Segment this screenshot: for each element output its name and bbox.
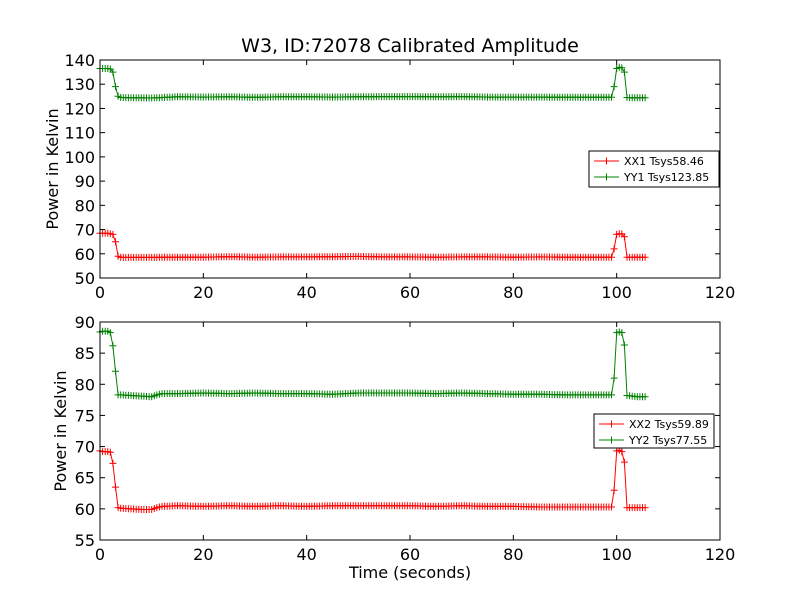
data-point <box>112 483 119 491</box>
y-tick-label: 80 <box>75 196 95 215</box>
y-axis-label: Power in Kelvin <box>43 108 62 229</box>
legend-entry: YY1 Tsys123.85 <box>623 171 709 184</box>
series-1-2 <box>96 63 649 102</box>
y-tick-label: 75 <box>75 406 95 425</box>
x-tick-label: 40 <box>296 545 316 564</box>
x-tick-label: 80 <box>503 545 523 564</box>
y-tick-label: 65 <box>75 469 95 488</box>
data-point <box>641 253 649 261</box>
x-axis-label: Time (seconds) <box>348 563 471 582</box>
series-2-2 <box>96 327 649 401</box>
y-axis-label: Power in Kelvin <box>51 370 70 491</box>
y-tick-label: 80 <box>75 375 95 394</box>
x-tick-label: 100 <box>601 545 632 564</box>
series-line <box>100 66 646 99</box>
chart-title: W3, ID:72078 Calibrated Amplitude <box>241 35 579 57</box>
top-panel: 0 20 40 60 80 100 120 50 60 70 80 90 100 110 120 130 140… <box>43 51 735 302</box>
x-tick-label: 40 <box>296 283 316 302</box>
y-tick-label: 90 <box>75 313 95 332</box>
x-tick-label: 60 <box>400 545 420 564</box>
data-point <box>618 448 626 456</box>
y-tick-label: 70 <box>75 438 95 457</box>
y-tick-label: 90 <box>75 172 95 191</box>
legend-marker <box>603 157 610 165</box>
data-point <box>641 393 649 401</box>
y-tick-label: 120 <box>64 99 95 118</box>
x-tick-label: 20 <box>193 283 213 302</box>
x-tick-label: 0 <box>95 283 105 302</box>
legend-entry: XX2 Tsys59.89 <box>629 418 709 431</box>
data-point <box>608 391 615 399</box>
data-point <box>618 64 626 72</box>
data-point <box>112 238 119 246</box>
data-point <box>610 374 618 382</box>
legend-marker <box>603 173 610 181</box>
data-point <box>620 458 628 466</box>
legend-entry: YY2 Tsys77.55 <box>628 434 707 447</box>
legend-box <box>593 413 715 449</box>
y-tick-label: 55 <box>75 531 95 550</box>
y-tick-label: 50 <box>75 269 95 288</box>
x-tick-label: 100 <box>601 283 632 302</box>
x-tick-label: 120 <box>705 283 736 302</box>
data-point <box>112 83 119 91</box>
legend-box <box>588 150 720 188</box>
x-tick-label: 120 <box>705 545 736 564</box>
series-line <box>100 232 646 258</box>
data-point <box>610 245 618 253</box>
series-1-1 <box>96 229 649 261</box>
data-point <box>112 367 119 375</box>
data-point <box>641 94 649 102</box>
data-point <box>620 68 628 76</box>
x-tick-label: 0 <box>95 545 105 564</box>
bottom-panel: 0 20 40 60 80 100 120 55 60 65 70 75 80 85 90 Power in … <box>51 313 735 582</box>
series-2-1 <box>96 446 649 513</box>
legend-entry: XX1 Tsys58.46 <box>624 155 704 168</box>
data-point <box>618 329 626 337</box>
y-tick-label: 100 <box>64 148 95 167</box>
y-tick-label: 110 <box>64 124 95 143</box>
data-point <box>610 83 618 91</box>
legend-marker <box>608 436 615 444</box>
y-tick-label: 60 <box>75 245 95 264</box>
data-point <box>620 233 628 241</box>
y-tick-label: 60 <box>75 500 95 519</box>
x-tick-label: 80 <box>503 283 523 302</box>
data-point <box>106 448 114 456</box>
y-tick-label: 130 <box>64 75 95 94</box>
x-tick-label: 60 <box>400 283 420 302</box>
data-point <box>109 230 117 238</box>
y-tick-label: 85 <box>75 344 95 363</box>
legend: XX1 Tsys58.46 YY1 Tsys123.85 <box>588 150 720 188</box>
legend-marker <box>608 420 615 428</box>
data-point <box>106 329 114 337</box>
data-point <box>109 68 117 76</box>
legend: XX2 Tsys59.89 YY2 Tsys77.55 <box>593 413 715 449</box>
x-tick-label: 20 <box>193 545 213 564</box>
data-point <box>608 253 615 261</box>
y-tick-label: 70 <box>75 221 95 240</box>
data-point <box>109 459 117 467</box>
data-point <box>610 486 618 494</box>
data-point <box>608 503 615 511</box>
data-point <box>641 504 649 512</box>
data-point <box>620 341 628 349</box>
series-line <box>99 330 646 398</box>
data-point <box>608 93 615 101</box>
series-line <box>99 449 646 510</box>
data-point <box>109 342 117 350</box>
y-tick-label: 140 <box>64 51 95 70</box>
